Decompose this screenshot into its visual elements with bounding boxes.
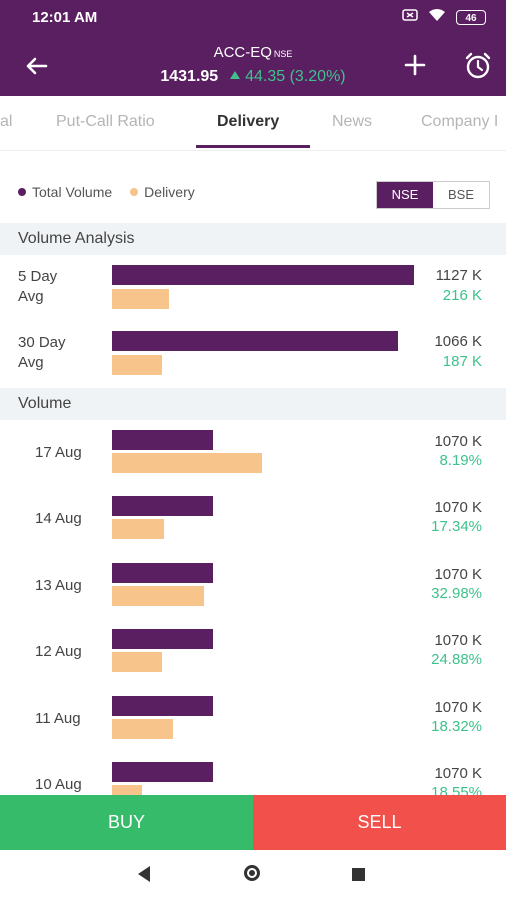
total-volume-value: 1070 K [434, 765, 482, 782]
total-volume-value: 1066 K [434, 333, 482, 350]
total-volume-value: 1070 K [434, 632, 482, 649]
system-nav-bar [0, 850, 506, 900]
total-volume-bar [112, 331, 398, 351]
volume-row-date: 11 Aug [35, 710, 81, 727]
volume-header: Volume [0, 388, 506, 420]
total-volume-value: 1070 K [434, 499, 482, 516]
plus-icon [404, 54, 426, 76]
add-watchlist-button[interactable] [400, 50, 430, 80]
analysis-row-label-line1: 5 Day [18, 268, 58, 285]
exchange-toggle: NSE BSE [376, 181, 490, 209]
active-tab-indicator [196, 145, 310, 148]
back-button[interactable] [20, 50, 52, 82]
tab-company[interactable]: Company I [421, 113, 499, 130]
app-bar: ACC-EQ NSE 1431.95 44.35 (3.20%) [0, 36, 506, 96]
total-volume-bar [112, 762, 213, 782]
total-volume-bar [112, 496, 213, 516]
nse-button[interactable]: NSE [377, 182, 433, 208]
delivery-percent-value: 32.98% [431, 585, 482, 602]
analysis-row-label-line1: 30 Day [18, 334, 66, 351]
status-time: 12:01 AM [32, 9, 98, 26]
analysis-row-label-line2: Avg [18, 354, 44, 371]
volume-analysis-header: Volume Analysis [0, 223, 506, 255]
status-bar: 12:01 AM 46 [0, 0, 506, 36]
stock-symbol: ACC-EQ NSE [0, 44, 506, 61]
total-volume-bar [112, 563, 213, 583]
action-bar: BUY SELL [0, 795, 506, 850]
chart-legend: Total Volume Delivery [18, 184, 213, 200]
nav-back-icon[interactable] [138, 866, 150, 882]
delivery-bar [112, 519, 164, 539]
legend-total-volume: Total Volume [18, 184, 112, 200]
delivery-percent-value: 17.34% [431, 518, 482, 535]
screen-cast-icon [402, 8, 418, 27]
last-price: 1431.95 [160, 68, 219, 85]
legend-total-volume-label: Total Volume [32, 184, 113, 200]
sell-button[interactable]: SELL [253, 795, 506, 850]
status-icons: 46 [402, 8, 486, 27]
total-volume-bar [112, 696, 213, 716]
delivery-value: 216 K [442, 287, 482, 304]
delivery-bar [112, 453, 262, 473]
delivery-percent-value: 24.88% [431, 651, 482, 668]
price-change: 44.35 (3.20%) [229, 68, 346, 85]
volume-row-date: 17 Aug [35, 444, 82, 461]
total-volume-bar [112, 265, 414, 285]
arrow-left-icon [26, 57, 48, 75]
nav-home-icon[interactable] [244, 865, 260, 881]
alarm-clock-icon [465, 52, 491, 79]
delivery-bar [112, 289, 169, 309]
legend-total-volume-dot [18, 188, 26, 196]
tab-strip: al Put-Call Ratio Delivery News Company … [0, 96, 506, 151]
nav-recents-icon[interactable] [352, 868, 365, 881]
buy-button[interactable]: BUY [0, 795, 253, 850]
volume-row-date: 12 Aug [35, 643, 82, 660]
analysis-row-label: 30 Day Avg [18, 333, 66, 373]
price-change-text: 44.35 (3.20%) [245, 68, 346, 85]
battery-icon: 46 [456, 10, 486, 25]
total-volume-bar [112, 629, 213, 649]
volume-row-date: 13 Aug [35, 577, 82, 594]
volume-row-date: 10 Aug [35, 776, 82, 793]
tab-put-call-ratio[interactable]: Put-Call Ratio [56, 113, 155, 130]
bse-button[interactable]: BSE [447, 187, 474, 202]
delivery-bar [112, 719, 173, 739]
delivery-bar [112, 652, 162, 672]
delivery-percent-value: 18.32% [431, 718, 482, 735]
total-volume-value: 1070 K [434, 699, 482, 716]
delivery-bar [112, 586, 204, 606]
price-line: 1431.95 44.35 (3.20%) [0, 68, 506, 86]
tab-previous[interactable]: al [0, 113, 13, 130]
analysis-row-label: 5 Day Avg [18, 267, 57, 307]
exchange-label: NSE [273, 49, 293, 59]
triangle-up-icon [229, 71, 240, 79]
total-volume-value: 1070 K [434, 566, 482, 583]
tab-news[interactable]: News [332, 113, 373, 130]
total-volume-value: 1127 K [435, 267, 482, 284]
legend-delivery-dot [130, 188, 139, 196]
delivery-value: 187 K [442, 353, 482, 370]
legend-delivery: Delivery [130, 184, 195, 200]
total-volume-value: 1070 K [434, 433, 482, 450]
analysis-row-label-line2: Avg [18, 288, 44, 305]
wifi-icon [428, 8, 446, 27]
delivery-percent-value: 8.19% [439, 452, 482, 469]
delivery-bar [112, 355, 162, 375]
legend-delivery-label: Delivery [144, 184, 195, 200]
volume-row-date: 14 Aug [35, 510, 82, 527]
tab-delivery[interactable]: Delivery [217, 113, 280, 130]
total-volume-bar [112, 430, 213, 450]
set-alert-button[interactable] [462, 50, 494, 82]
symbol-text: ACC-EQ [213, 44, 272, 61]
